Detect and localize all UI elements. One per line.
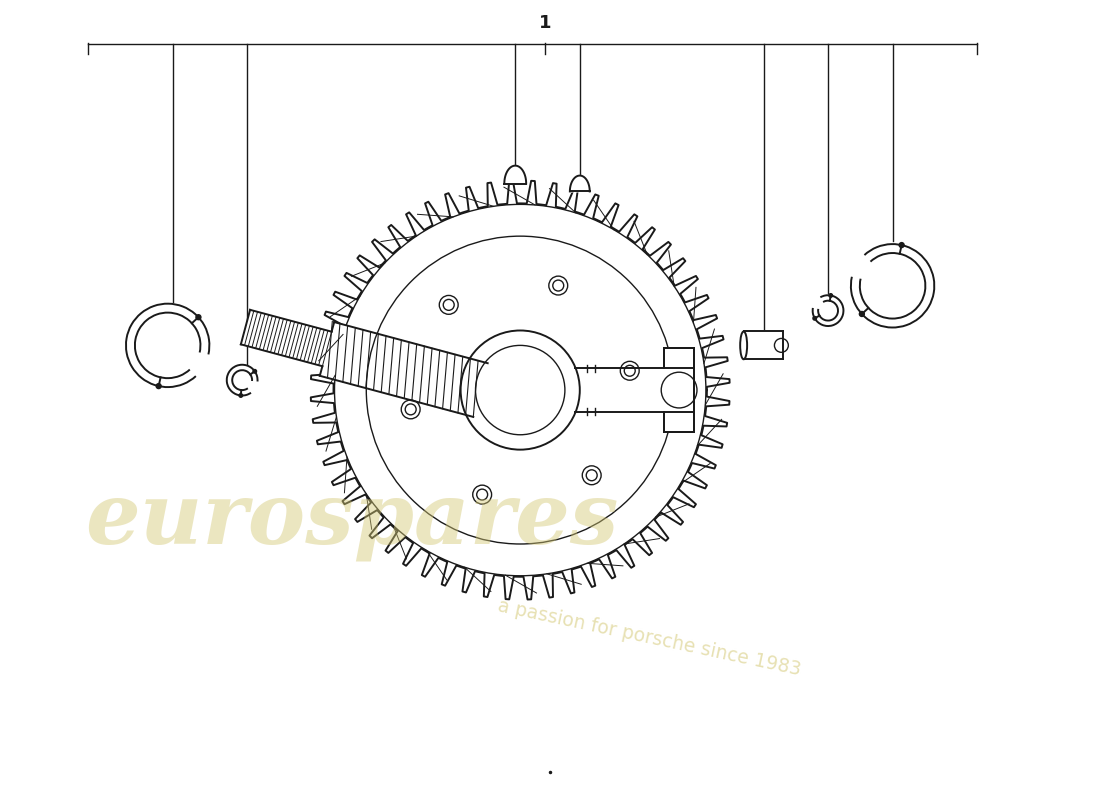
Circle shape [829, 294, 833, 298]
Text: 1: 1 [539, 14, 551, 31]
Circle shape [473, 485, 492, 504]
Text: eurospares: eurospares [85, 478, 618, 561]
Circle shape [549, 276, 568, 295]
Circle shape [813, 317, 816, 320]
Circle shape [196, 314, 201, 320]
Circle shape [239, 394, 243, 398]
Circle shape [859, 311, 865, 317]
Circle shape [899, 242, 904, 247]
Polygon shape [570, 175, 590, 191]
Circle shape [439, 295, 459, 314]
Polygon shape [504, 166, 526, 183]
Circle shape [253, 370, 256, 373]
Polygon shape [334, 204, 706, 576]
Circle shape [156, 384, 161, 389]
Polygon shape [664, 348, 694, 432]
Polygon shape [744, 331, 783, 359]
Circle shape [402, 400, 420, 419]
Text: a passion for porsche since 1983: a passion for porsche since 1983 [496, 597, 803, 680]
Circle shape [582, 466, 601, 485]
Circle shape [620, 362, 639, 380]
Polygon shape [241, 310, 487, 417]
